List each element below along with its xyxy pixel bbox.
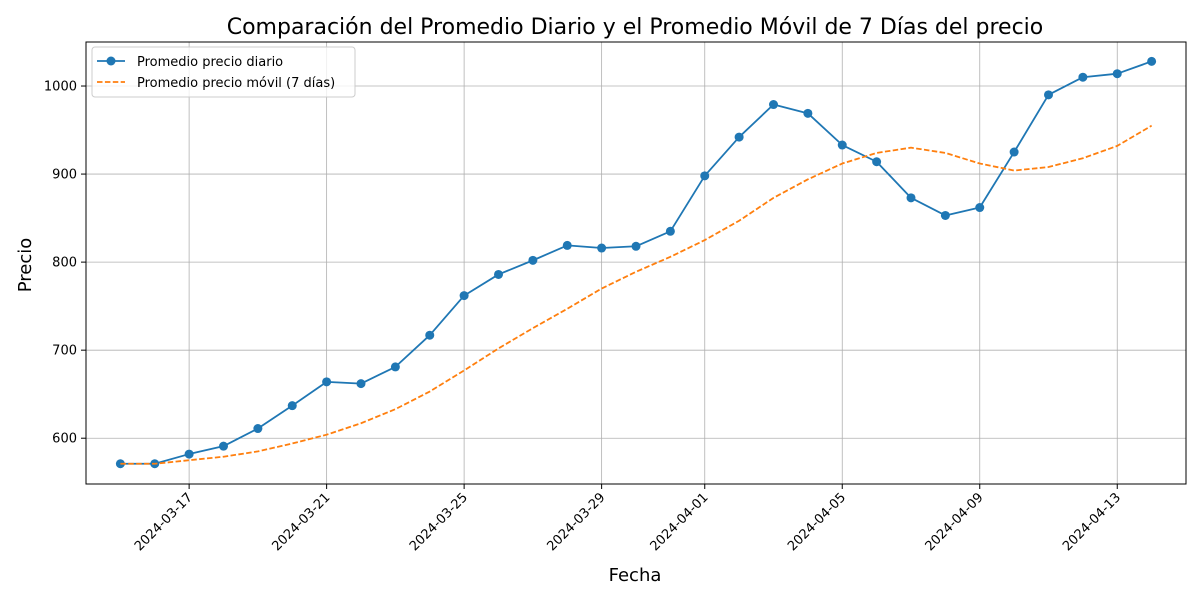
y-tick-label: 600 bbox=[52, 432, 77, 447]
plot-frame bbox=[85, 41, 1187, 485]
daily-average-point bbox=[562, 240, 572, 250]
daily-average-point bbox=[665, 226, 675, 236]
chart-title: Comparación del Promedio Diario y el Pro… bbox=[227, 15, 1044, 40]
series-layer bbox=[115, 56, 1157, 469]
daily-average-point bbox=[1112, 69, 1122, 79]
daily-average-point bbox=[115, 459, 125, 469]
daily-average-point bbox=[734, 132, 744, 142]
grid-lines bbox=[86, 42, 1186, 484]
daily-average-point bbox=[872, 157, 882, 167]
daily-average-point bbox=[287, 401, 297, 411]
daily-average-point bbox=[253, 424, 263, 434]
daily-average-point bbox=[425, 330, 435, 340]
daily-average-point bbox=[1078, 72, 1088, 82]
daily-average-point bbox=[356, 379, 366, 389]
daily-average-point bbox=[494, 269, 503, 279]
daily-average-point bbox=[184, 449, 194, 459]
daily-average-point bbox=[631, 241, 641, 251]
daily-average-point bbox=[597, 243, 607, 253]
daily-average-point bbox=[459, 291, 469, 301]
daily-average-point bbox=[837, 140, 847, 150]
daily-average-point bbox=[1044, 90, 1053, 100]
y-tick-label: 1000 bbox=[44, 80, 77, 95]
daily-average-point bbox=[906, 193, 916, 203]
moving-average-line bbox=[120, 124, 1153, 465]
x-axis-label: Fecha bbox=[609, 565, 662, 586]
y-tick-label: 700 bbox=[52, 344, 77, 359]
legend-label-moving: Promedio precio móvil (7 días) bbox=[137, 76, 335, 91]
daily-average-point bbox=[940, 210, 950, 220]
daily-average-point bbox=[1147, 56, 1157, 66]
daily-average-point bbox=[803, 108, 813, 118]
y-axis-ticks: 600 700 800 900 1000 bbox=[44, 80, 86, 447]
legend-box bbox=[91, 46, 356, 98]
daily-average-point bbox=[975, 203, 985, 213]
daily-average-point bbox=[219, 441, 228, 451]
daily-average-point bbox=[769, 100, 778, 110]
daily-average-point bbox=[528, 255, 538, 265]
y-axis-label: Precio bbox=[15, 238, 36, 293]
daily-average-point bbox=[390, 362, 400, 372]
legend-label-daily: Promedio precio diario bbox=[137, 55, 283, 70]
daily-average-point bbox=[700, 171, 710, 181]
legend-marker-daily bbox=[106, 56, 116, 66]
daily-average-point bbox=[1009, 147, 1019, 157]
y-tick-label: 900 bbox=[52, 168, 77, 183]
y-tick-label: 800 bbox=[52, 256, 77, 271]
daily-average-point bbox=[322, 377, 332, 387]
legend: Promedio precio diario Promedio precio m… bbox=[91, 46, 356, 98]
